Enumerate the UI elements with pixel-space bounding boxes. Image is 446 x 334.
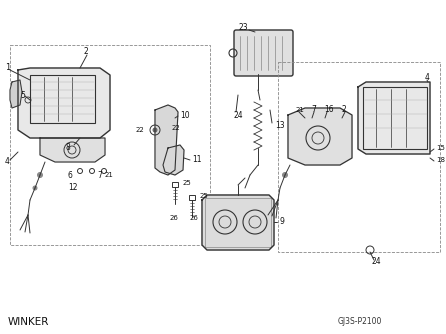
Text: 4: 4 — [5, 158, 10, 167]
Text: 18: 18 — [436, 157, 445, 163]
Text: GJ3S-P2100: GJ3S-P2100 — [338, 318, 382, 327]
Text: 26: 26 — [170, 215, 179, 221]
Text: 2: 2 — [342, 106, 347, 115]
Text: 10: 10 — [180, 111, 190, 120]
Text: 22: 22 — [135, 127, 144, 133]
FancyBboxPatch shape — [234, 30, 293, 76]
Text: 25: 25 — [200, 193, 209, 199]
Circle shape — [153, 128, 157, 132]
Text: 15: 15 — [436, 145, 445, 151]
Text: 25: 25 — [183, 180, 192, 186]
Bar — [363, 87, 427, 149]
Polygon shape — [155, 105, 178, 175]
Text: 8: 8 — [66, 144, 70, 153]
Circle shape — [33, 186, 37, 190]
Text: 4: 4 — [425, 73, 430, 82]
Text: 12: 12 — [68, 182, 78, 191]
Text: WINKER: WINKER — [8, 317, 50, 327]
Polygon shape — [40, 138, 105, 162]
Text: 16: 16 — [324, 106, 334, 115]
Text: 13: 13 — [275, 121, 285, 130]
Bar — [205, 198, 271, 247]
Text: 22: 22 — [172, 125, 181, 131]
Text: 24: 24 — [233, 111, 243, 120]
Text: 2: 2 — [84, 47, 89, 56]
Polygon shape — [288, 108, 352, 165]
Bar — [30, 75, 95, 123]
Text: 21: 21 — [296, 107, 305, 113]
Text: 7: 7 — [97, 170, 102, 179]
Text: 7: 7 — [311, 106, 316, 115]
Text: 6: 6 — [68, 170, 73, 179]
Text: 1: 1 — [5, 63, 10, 72]
Text: 24: 24 — [372, 258, 382, 267]
Polygon shape — [18, 68, 110, 138]
Bar — [172, 182, 178, 187]
Polygon shape — [202, 195, 274, 250]
Polygon shape — [358, 82, 430, 154]
Polygon shape — [10, 80, 22, 108]
Bar — [278, 62, 440, 252]
Text: 5: 5 — [20, 91, 25, 100]
Circle shape — [37, 172, 42, 177]
Circle shape — [282, 172, 288, 177]
Polygon shape — [163, 145, 184, 175]
Text: 23: 23 — [238, 23, 248, 32]
Text: 11: 11 — [192, 156, 202, 165]
Text: 9: 9 — [280, 217, 285, 226]
Bar — [189, 195, 195, 200]
Text: 21: 21 — [105, 172, 114, 178]
Bar — [10, 45, 210, 245]
Text: 26: 26 — [190, 215, 199, 221]
